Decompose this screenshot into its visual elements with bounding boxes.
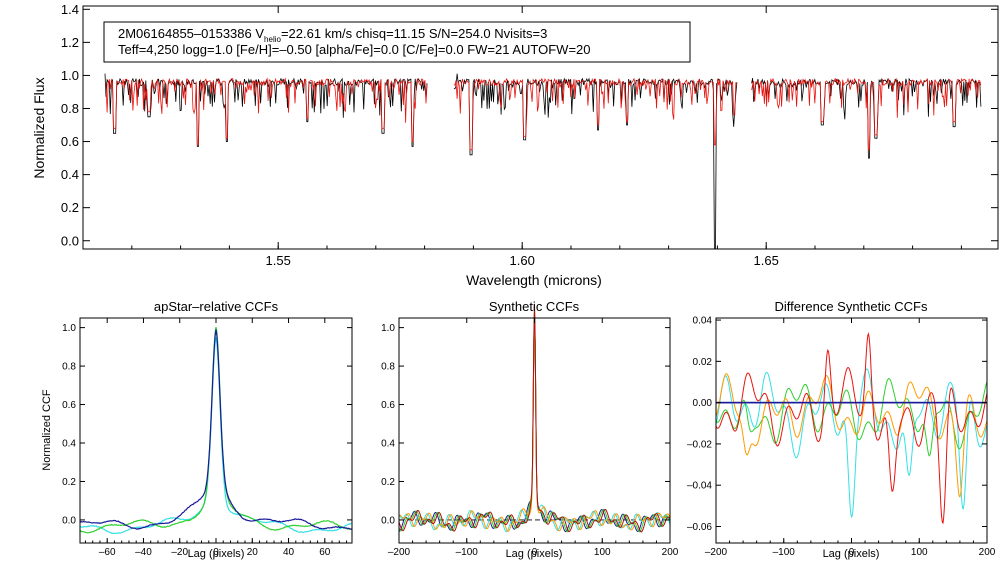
y-tick-label: –0.06 <box>687 522 712 533</box>
x-tick-label: –40 <box>135 547 152 558</box>
x-tick-label: 40 <box>283 547 295 558</box>
apstar-ccf-ticks: –60 –40 –20 0 20 40 60 0.0 0.2 0.4 0.6 0.8 1.0 <box>62 318 352 558</box>
y-tick-label: –0.04 <box>687 481 712 492</box>
x-tick-label: 0 <box>849 547 855 558</box>
x-tick-label: 1.65 <box>754 253 779 268</box>
y-tick-label: 0.0 <box>61 233 79 248</box>
x-tick-label: 60 <box>319 547 331 558</box>
x-tick-label: –60 <box>99 547 116 558</box>
synthetic-ccf-axes-frame <box>398 317 671 544</box>
difference-ccf-title: Difference Synthetic CCFs <box>775 299 928 314</box>
y-tick-label: 0.00 <box>693 398 713 409</box>
y-tick-label: 0.8 <box>61 101 79 116</box>
y-tick-label: 0.2 <box>381 477 395 488</box>
y-tick-label: 0.8 <box>62 362 76 373</box>
x-tick-label: 20 <box>247 547 259 558</box>
y-tick-label: 0.6 <box>61 134 79 149</box>
apstar-ccf-line-visit-3 <box>79 337 353 535</box>
x-tick-label: –20 <box>171 547 188 558</box>
synthetic-ccf-series-group <box>398 303 671 533</box>
apstar-ccf-ylabel: Normalized CCF <box>41 389 53 471</box>
info-line-1: 2M06164855–0153386 Vhelio=22.61 km/s chi… <box>118 26 547 44</box>
synthetic-ccf-title: Synthetic CCFs <box>489 299 580 314</box>
spectrum-line-observed-chip-3 <box>751 77 982 159</box>
spectrum-line-synthetic-chip-3 <box>751 77 982 151</box>
synthetic-ccf-panel: –200 –100 0 100 200 0.0 0.2 0.4 0.6 0.8 1.0 Synthe… <box>381 299 679 560</box>
y-tick-label: 0.8 <box>381 362 395 373</box>
synthetic-ccf-line-visit-3 <box>398 307 671 533</box>
difference-ccf-axes-frame <box>715 317 988 544</box>
y-tick-label: 1.0 <box>381 323 395 334</box>
y-tick-label: 1.2 <box>61 35 79 50</box>
synthetic-ccf-ticks: –200 –100 0 100 200 0.0 0.2 0.4 0.6 0.8 1.0 <box>381 318 679 558</box>
spectrum-line-observed-chip-2 <box>453 73 738 250</box>
difference-ccf-xlabel: Lag (pixels) <box>823 548 880 560</box>
y-tick-label: 0.4 <box>381 439 395 450</box>
difference-ccf-panel: –200 –100 0 100 200 –0.06 –0.04 –0.02 0.00 0.02 0.… <box>687 299 996 560</box>
y-tick-label: 0.4 <box>61 167 79 182</box>
apstar-ccf-title: apStar–relative CCFs <box>154 299 279 314</box>
y-tick-label: 1.0 <box>62 323 76 334</box>
difference-ccf-ticks: –200 –100 0 100 200 –0.06 –0.04 –0.02 0.00 0.02 0.… <box>687 316 996 558</box>
y-tick-label: 0.04 <box>693 316 713 327</box>
y-tick-label: 0.4 <box>62 439 76 450</box>
x-tick-label: 1.60 <box>510 253 535 268</box>
spectrum-series-group <box>104 73 982 250</box>
spectrum-line-synthetic-chip-1 <box>104 77 428 146</box>
synthetic-ccf-line-visit-1 <box>398 311 671 533</box>
apstar-ccf-panel: –60 –40 –20 0 20 40 60 0.0 0.2 0.4 0.6 0.8 1.0 apSta… <box>41 299 353 560</box>
y-tick-label: 0.6 <box>62 400 76 411</box>
y-tick-label: 0.02 <box>693 357 713 368</box>
apstar-ccf-xlabel: Lag (pixels) <box>188 548 245 560</box>
synthetic-ccf-line-visit-5 <box>398 303 671 533</box>
difference-ccf-line-visit-3 <box>715 373 988 498</box>
spectrum-line-synthetic-chip-2 <box>453 77 738 151</box>
y-tick-label: –0.02 <box>687 439 712 450</box>
difference-ccf-line-visit-1 <box>715 368 988 519</box>
y-tick-label: 1.0 <box>61 68 79 83</box>
synthetic-ccf-xlabel: Lag (pixels) <box>506 548 563 560</box>
info-box <box>103 21 691 63</box>
x-tick-label: –200 <box>705 547 728 558</box>
x-tick-label: 1.55 <box>266 253 291 268</box>
spectrum-xlabel: Wavelength (microns) <box>466 272 602 288</box>
x-tick-label: –200 <box>388 547 411 558</box>
spectrum-line-observed-chip-1 <box>104 73 428 147</box>
difference-ccf-line-visit-2 <box>715 378 988 457</box>
spectrum-ticks: 1.55 1.60 1.65 0.0 0.2 0.4 0.6 0.8 1.0 1.2 1.4 <box>61 2 998 268</box>
synthetic-ccf-line-visit-2 <box>398 311 671 533</box>
y-tick-label: 0.0 <box>381 515 395 526</box>
x-tick-label: 200 <box>662 547 679 558</box>
x-tick-label: 100 <box>594 547 611 558</box>
apstar-ccf-series-group <box>79 327 353 535</box>
spectrum-ylabel: Normalized Flux <box>31 77 47 178</box>
spectrum-panel: 1.55 1.60 1.65 0.0 0.2 0.4 0.6 0.8 1.0 1.2 1.4 2M0… <box>31 2 999 288</box>
x-tick-label: 200 <box>979 547 996 558</box>
x-tick-label: –100 <box>456 547 479 558</box>
y-tick-label: 1.4 <box>61 2 79 17</box>
apstar-ccf-line-visit-2 <box>79 327 353 534</box>
x-tick-label: 100 <box>911 547 928 558</box>
info-line-2: Teff=4,250 logg=1.0 [Fe/H]=–0.50 [alpha/… <box>118 42 591 57</box>
x-tick-label: 0 <box>213 547 219 558</box>
y-tick-label: 0.6 <box>381 400 395 411</box>
y-tick-label: 0.0 <box>62 515 76 526</box>
x-tick-label: 0 <box>532 547 538 558</box>
apstar-ccf-line-visit-1 <box>79 329 353 530</box>
x-tick-label: –100 <box>773 547 796 558</box>
difference-ccf-line-visit-4 <box>715 331 988 525</box>
synthetic-ccf-line-visit-4 <box>398 309 671 532</box>
spectrum-axes-frame <box>82 5 999 250</box>
difference-ccf-series-group <box>715 331 988 525</box>
y-tick-label: 0.2 <box>61 200 79 215</box>
y-tick-label: 0.2 <box>62 477 76 488</box>
apstar-ccf-axes-frame <box>79 317 353 544</box>
